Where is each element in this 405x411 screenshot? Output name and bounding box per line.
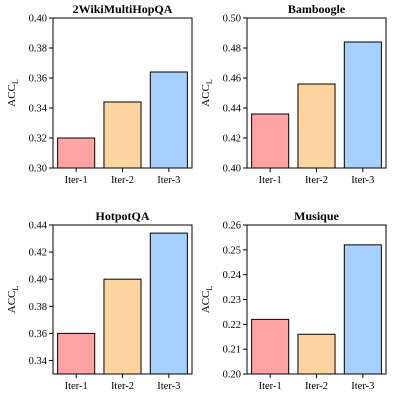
y-tick-label: 0.42 — [29, 248, 47, 259]
y-tick-label: 0.48 — [223, 44, 241, 55]
y-axis-label-main: ACC — [200, 291, 212, 314]
x-tick-label: Iter-1 — [259, 381, 282, 392]
bar-iter-2 — [103, 101, 142, 169]
x-tick-label: Iter-3 — [351, 175, 374, 186]
y-axis-label: ACCL — [6, 286, 20, 314]
bar-iter-3 — [343, 244, 382, 375]
y-tick-label: 0.25 — [223, 245, 241, 256]
y-axis-label: ACCL — [200, 286, 214, 314]
y-tick-label: 0.46 — [223, 74, 241, 85]
subplot-3: HotpotQA 0.34 0.36 0.38 0.40 0.42 0.44 ACCL Iter… — [6, 209, 193, 392]
subplot-2: Bamboogle 0.40 0.42 0.44 0.46 0.48 0.50 ACCL Ite… — [200, 2, 387, 186]
x-tick-label: Iter-2 — [305, 381, 328, 392]
x-tick-label: Iter-2 — [111, 175, 134, 186]
subplot-title: 2WikiMultiHopQA — [73, 2, 173, 16]
y-tick-label: 0.40 — [29, 275, 47, 286]
y-axis-label: ACCL — [200, 79, 214, 107]
x-tick-label: Iter-2 — [111, 381, 134, 392]
y-tick-label: 0.20 — [223, 370, 241, 381]
bar-iter-2 — [103, 278, 142, 375]
y-axis-label-main: ACC — [200, 84, 212, 107]
y-tick-label: 0.23 — [223, 295, 241, 306]
y-tick-label: 0.21 — [223, 345, 241, 356]
x-tick-label: Iter-1 — [65, 381, 88, 392]
bar-iter-1 — [251, 318, 290, 375]
y-tick-label: 0.44 — [223, 104, 242, 115]
bar-iter-2 — [297, 83, 336, 169]
subplot-4: Musique 0.20 0.21 0.22 0.23 0.24 0.25 0.26 ACCL I… — [200, 209, 387, 392]
y-axis-label: ACCL — [6, 79, 20, 107]
bar-iter-3 — [343, 41, 382, 169]
y-axis-label-subscript: L — [11, 79, 20, 84]
y-axis-label-main: ACC — [6, 84, 18, 107]
y-tick-label: 0.24 — [223, 270, 242, 281]
y-tick-label: 0.32 — [29, 134, 47, 145]
y-tick-label: 0.36 — [29, 329, 47, 340]
y-tick-label: 0.34 — [29, 104, 48, 115]
x-tick-label: Iter-1 — [65, 175, 88, 186]
y-tick-label: 0.50 — [223, 14, 241, 25]
y-tick-label: 0.42 — [223, 134, 241, 145]
plot-frame — [246, 17, 387, 169]
x-tick-label: Iter-2 — [305, 175, 328, 186]
bar-iter-3 — [149, 71, 188, 169]
bar-iter-1 — [57, 332, 96, 375]
y-tick-label: 0.22 — [223, 320, 241, 331]
y-axis-label-main: ACC — [6, 291, 18, 314]
x-tick-label: Iter-1 — [259, 175, 282, 186]
y-tick-label: 0.34 — [29, 356, 48, 367]
subplot-1: 2WikiMultiHopQA 0.30 0.32 0.34 0.36 0.38 0.40 A… — [6, 2, 193, 186]
plot-frame — [52, 224, 193, 375]
bar-iter-3 — [149, 232, 188, 375]
bar-iter-1 — [251, 113, 290, 169]
y-tick-label: 0.36 — [29, 74, 47, 85]
y-tick-label: 0.44 — [29, 221, 48, 232]
x-tick-label: Iter-3 — [351, 381, 374, 392]
x-tick-label: Iter-3 — [157, 381, 180, 392]
y-axis-label-subscript: L — [205, 286, 214, 291]
plot-frame — [246, 224, 387, 375]
y-axis-label-subscript: L — [11, 286, 20, 291]
subplot-title: Bamboogle — [288, 2, 346, 16]
y-tick-label: 0.26 — [223, 221, 241, 232]
x-tick-label: Iter-3 — [157, 175, 180, 186]
subplot-title: Musique — [294, 209, 339, 223]
bar-iter-1 — [57, 137, 96, 169]
y-tick-label: 0.38 — [29, 302, 47, 313]
subplot-title: HotpotQA — [96, 209, 150, 223]
y-axis-label-subscript: L — [205, 79, 214, 84]
y-tick-label: 0.30 — [29, 164, 47, 175]
plot-frame — [52, 17, 193, 169]
bar-iter-2 — [297, 333, 336, 375]
y-tick-label: 0.40 — [29, 14, 47, 25]
y-tick-label: 0.40 — [223, 164, 241, 175]
y-tick-label: 0.38 — [29, 44, 47, 55]
